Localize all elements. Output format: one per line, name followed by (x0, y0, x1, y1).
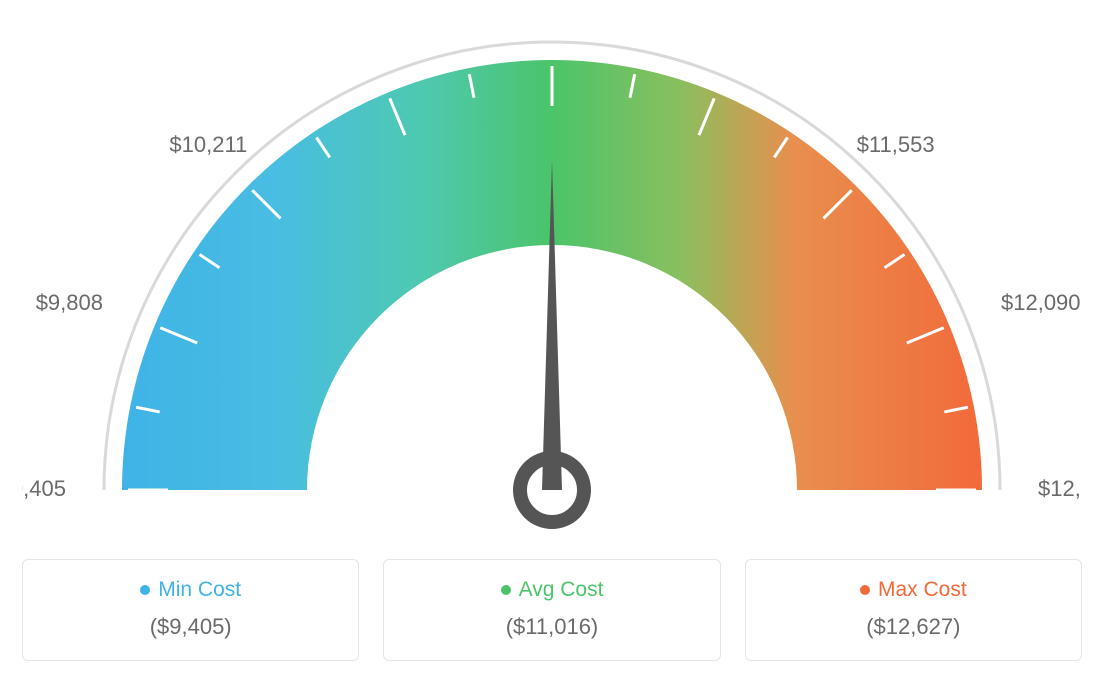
legend-max: Max Cost ($12,627) (745, 559, 1082, 661)
legend-min-label-text: Min Cost (158, 578, 241, 601)
svg-text:$12,627: $12,627 (1038, 476, 1082, 501)
svg-text:$11,553: $11,553 (857, 132, 935, 157)
legend-min-label: Min Cost (35, 578, 346, 602)
legend-max-value: ($12,627) (758, 614, 1069, 640)
legend-avg-label: Avg Cost (396, 578, 707, 602)
dot-icon (501, 585, 511, 595)
svg-text:$9,808: $9,808 (36, 290, 103, 315)
gauge-chart: $9,405$9,808$10,211$11,016$11,553$12,090… (22, 20, 1082, 535)
legend-max-label-text: Max Cost (878, 578, 967, 601)
dot-icon (860, 585, 870, 595)
gauge-svg: $9,405$9,808$10,211$11,016$11,553$12,090… (22, 20, 1082, 530)
svg-text:$10,211: $10,211 (169, 132, 247, 157)
legend-min: Min Cost ($9,405) (22, 559, 359, 661)
legend-avg-label-text: Avg Cost (519, 578, 604, 601)
legend-min-value: ($9,405) (35, 614, 346, 640)
legend-avg-value: ($11,016) (396, 614, 707, 640)
svg-text:$9,405: $9,405 (22, 476, 66, 501)
dot-icon (140, 585, 150, 595)
legend-max-label: Max Cost (758, 578, 1069, 602)
legend-avg: Avg Cost ($11,016) (383, 559, 720, 661)
legend-row: Min Cost ($9,405) Avg Cost ($11,016) Max… (22, 559, 1082, 661)
svg-text:$12,090: $12,090 (1001, 290, 1081, 315)
